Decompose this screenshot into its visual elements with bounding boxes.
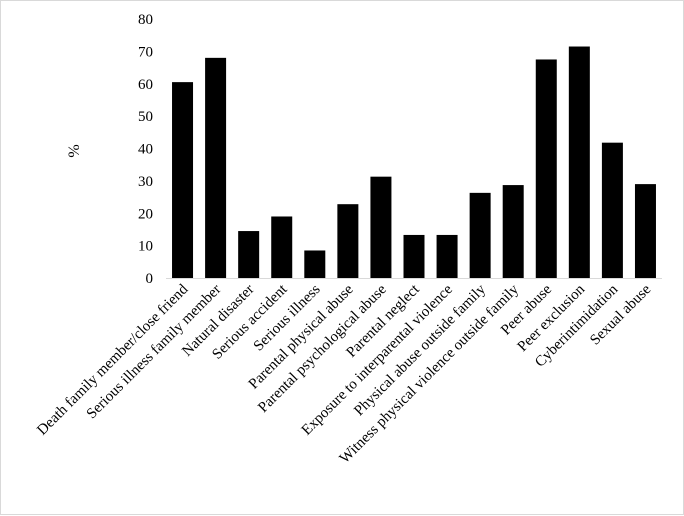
x-tick-label: Death family member/close friend bbox=[34, 281, 191, 438]
bar bbox=[568, 46, 590, 278]
y-tick-label: 80 bbox=[138, 12, 153, 28]
y-tick-label: 40 bbox=[138, 142, 153, 158]
bar bbox=[469, 192, 491, 278]
x-tick-label: Serious illness family member bbox=[84, 282, 225, 423]
bar bbox=[436, 234, 458, 278]
bar bbox=[403, 234, 425, 278]
y-axis: 0 10 20 30 40 50 60 70 80 bbox=[138, 12, 153, 287]
y-tick-label: 30 bbox=[138, 174, 153, 190]
bar bbox=[502, 185, 524, 278]
bar bbox=[205, 57, 227, 278]
y-tick-label: 20 bbox=[138, 206, 153, 222]
bar bbox=[337, 204, 359, 278]
bar bbox=[370, 176, 392, 278]
bar bbox=[535, 59, 557, 278]
bar bbox=[634, 184, 656, 278]
y-tick-label: 50 bbox=[138, 109, 153, 125]
y-tick-label: 70 bbox=[138, 44, 153, 60]
y-tick-label: 10 bbox=[138, 239, 153, 255]
bar bbox=[238, 231, 260, 278]
y-tick-label: 60 bbox=[138, 77, 153, 93]
bars bbox=[172, 46, 656, 278]
bar bbox=[601, 142, 623, 278]
bar bbox=[271, 216, 293, 278]
bar bbox=[172, 82, 194, 278]
category-labels: Death family member/close friendSerious … bbox=[34, 281, 654, 467]
bar bbox=[304, 250, 326, 278]
y-axis-label: % bbox=[66, 144, 83, 157]
y-tick-label: 0 bbox=[146, 271, 154, 287]
